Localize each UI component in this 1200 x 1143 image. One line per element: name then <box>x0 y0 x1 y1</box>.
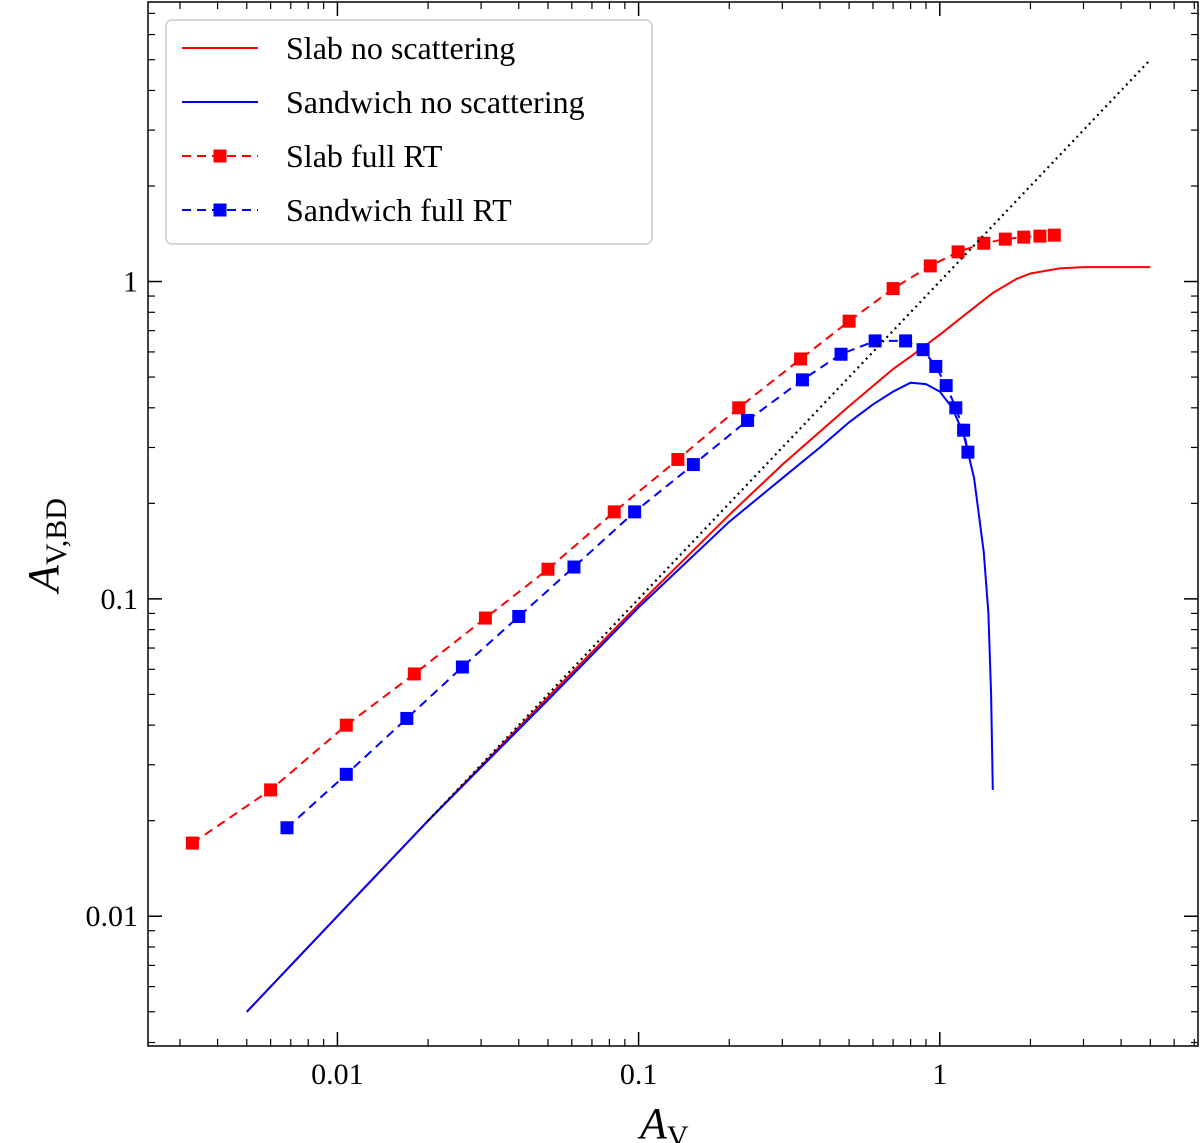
sandwich-full-rt-point <box>957 423 971 437</box>
x-axis-label-main: A <box>637 1099 668 1143</box>
sandwich-full-rt-point <box>741 413 755 427</box>
slab-full-rt-point <box>886 282 900 296</box>
x-axis-label-sub: V <box>667 1120 689 1143</box>
slab-full-rt-point <box>923 259 937 273</box>
legend-box <box>165 19 653 245</box>
sandwich-full-rt-point <box>868 334 882 348</box>
plot-frame <box>147 1 1199 1047</box>
slab-no-scattering-line <box>246 266 1151 1013</box>
y-tick-label: 1 <box>123 266 138 299</box>
y-axis-label-main: A <box>19 564 68 595</box>
sandwich-full-rt-point <box>961 445 975 459</box>
sandwich-full-rt-point <box>339 767 353 781</box>
sandwich-no-scattering-line <box>246 381 994 1013</box>
y-tick-label: 0.01 <box>86 900 139 933</box>
slab-full-rt-point <box>951 245 965 259</box>
slab-full-rt-point <box>1033 229 1047 243</box>
slab-full-rt-line <box>191 234 1055 844</box>
series-layer <box>185 58 1152 1013</box>
legend-label-sandwich-no-scattering: Sandwich no scattering <box>286 84 585 120</box>
slab-full-rt-point <box>1047 228 1061 242</box>
slab-full-rt-point <box>185 836 199 850</box>
sandwich-full-rt-point <box>280 821 294 835</box>
legend-marker-sandwich-full-rt <box>213 203 227 217</box>
sandwich-full-rt-point <box>899 334 913 348</box>
y-tick-label: 0.1 <box>101 583 139 616</box>
sandwich-full-rt-point <box>628 505 642 519</box>
slab-full-rt-point <box>1017 230 1031 244</box>
legend: Slab no scattering Sandwich no scattering… <box>165 19 653 245</box>
slab-full-rt-point <box>671 452 685 466</box>
sandwich-full-rt-point <box>400 711 414 725</box>
sandwich-full-rt-point <box>567 560 581 574</box>
sandwich-full-rt-point <box>949 401 963 415</box>
sandwich-full-rt-point <box>939 379 953 393</box>
sandwich-full-rt-point <box>834 347 848 361</box>
legend-label-slab-no-scattering: Slab no scattering <box>286 30 515 66</box>
slab-full-rt-point <box>794 352 808 366</box>
sandwich-full-rt-point <box>916 343 930 357</box>
slab-full-rt-point <box>977 236 991 250</box>
slab-full-rt-point <box>842 314 856 328</box>
x-tick-label: 1 <box>932 1058 947 1091</box>
slab-full-rt-point <box>339 718 353 732</box>
sandwich-full-rt-point <box>686 458 700 472</box>
reference-line-line <box>427 58 1152 822</box>
sandwich-full-rt-point <box>929 359 943 373</box>
slab-full-rt-point <box>998 232 1012 246</box>
y-axis-label: AV,BD <box>19 498 73 595</box>
slab-full-rt-point <box>732 401 746 415</box>
slab-full-rt-point <box>541 562 555 576</box>
y-axis-label-sub: V,BD <box>40 498 73 565</box>
sandwich-full-rt-line <box>286 339 969 829</box>
x-axis-label: AV <box>637 1099 689 1143</box>
x-tick-label: 0.1 <box>620 1058 658 1091</box>
legend-label-slab-full-rt: Slab full RT <box>286 138 443 174</box>
sandwich-full-rt-point <box>512 609 526 623</box>
legend-label-sandwich-full-rt: Sandwich full RT <box>286 192 512 228</box>
slab-full-rt-point <box>478 611 492 625</box>
axis-ticks: 0.01 0.1 1 0.01 0.1 1 <box>86 2 1198 1091</box>
slab-full-rt-point <box>264 783 278 797</box>
slab-full-rt-point <box>607 505 621 519</box>
slab-full-rt-point <box>407 667 421 681</box>
x-tick-label: 0.01 <box>311 1058 364 1091</box>
legend-marker-slab-full-rt <box>213 149 227 163</box>
sandwich-full-rt-point <box>795 373 809 387</box>
sandwich-full-rt-point <box>455 660 469 674</box>
